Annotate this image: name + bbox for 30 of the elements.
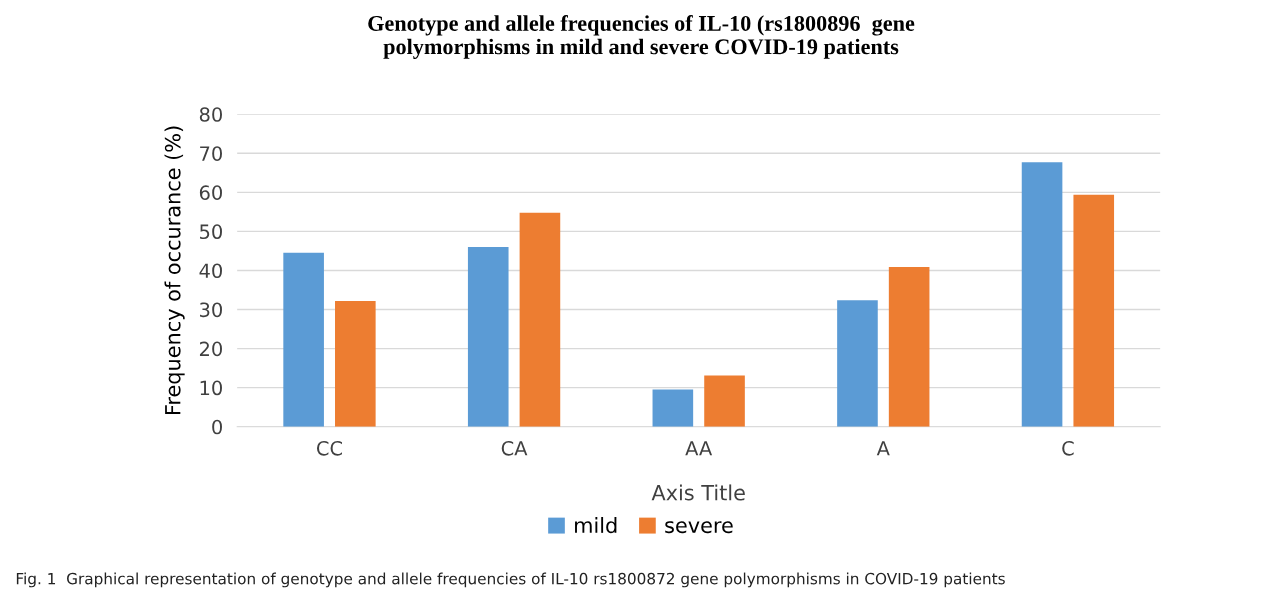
bar [1021,162,1063,427]
x-axis-title: Axis Title [651,484,745,501]
bar [704,375,745,427]
x-tick-label: CA [501,440,528,456]
bar [652,389,694,427]
bar [888,266,930,427]
y-tick-label: 50 [200,224,222,240]
bar [283,252,324,427]
bar [467,247,509,427]
x-tick-label: C [1062,440,1074,456]
y-tick-label: 10 [200,380,222,396]
bar [519,212,561,427]
x-tick-label: A [876,441,890,456]
x-tick-label: AA [685,441,713,456]
bar [1073,194,1115,427]
legend-label: mild [575,517,617,534]
y-tick-label: 20 [199,341,222,357]
bar [837,300,878,427]
x-tick-label: CC [316,440,342,456]
y-tick-label: 60 [199,185,222,200]
y-tick-label: 80 [199,107,222,122]
y-tick-label: 40 [199,263,222,279]
y-axis-title: Frequency of occurance (%) [164,126,185,415]
legend-label: severe [665,521,733,534]
caption: Fig. 1 Graphical representation of genotype and allele frequencies of IL-10 rs1800872 gene polymorphisms in COVID-19 patients [16,572,1005,588]
bar [335,300,376,427]
y-tick-label: 0 [212,419,222,435]
y-tick-label: 30 [200,302,222,318]
chart-title: Genotype and allele frequencies of IL-10 (rs1800896 gene polymorphisms in mild and severe COVID-19 patients [368,15,915,59]
y-tick-label: 70 [200,146,222,161]
